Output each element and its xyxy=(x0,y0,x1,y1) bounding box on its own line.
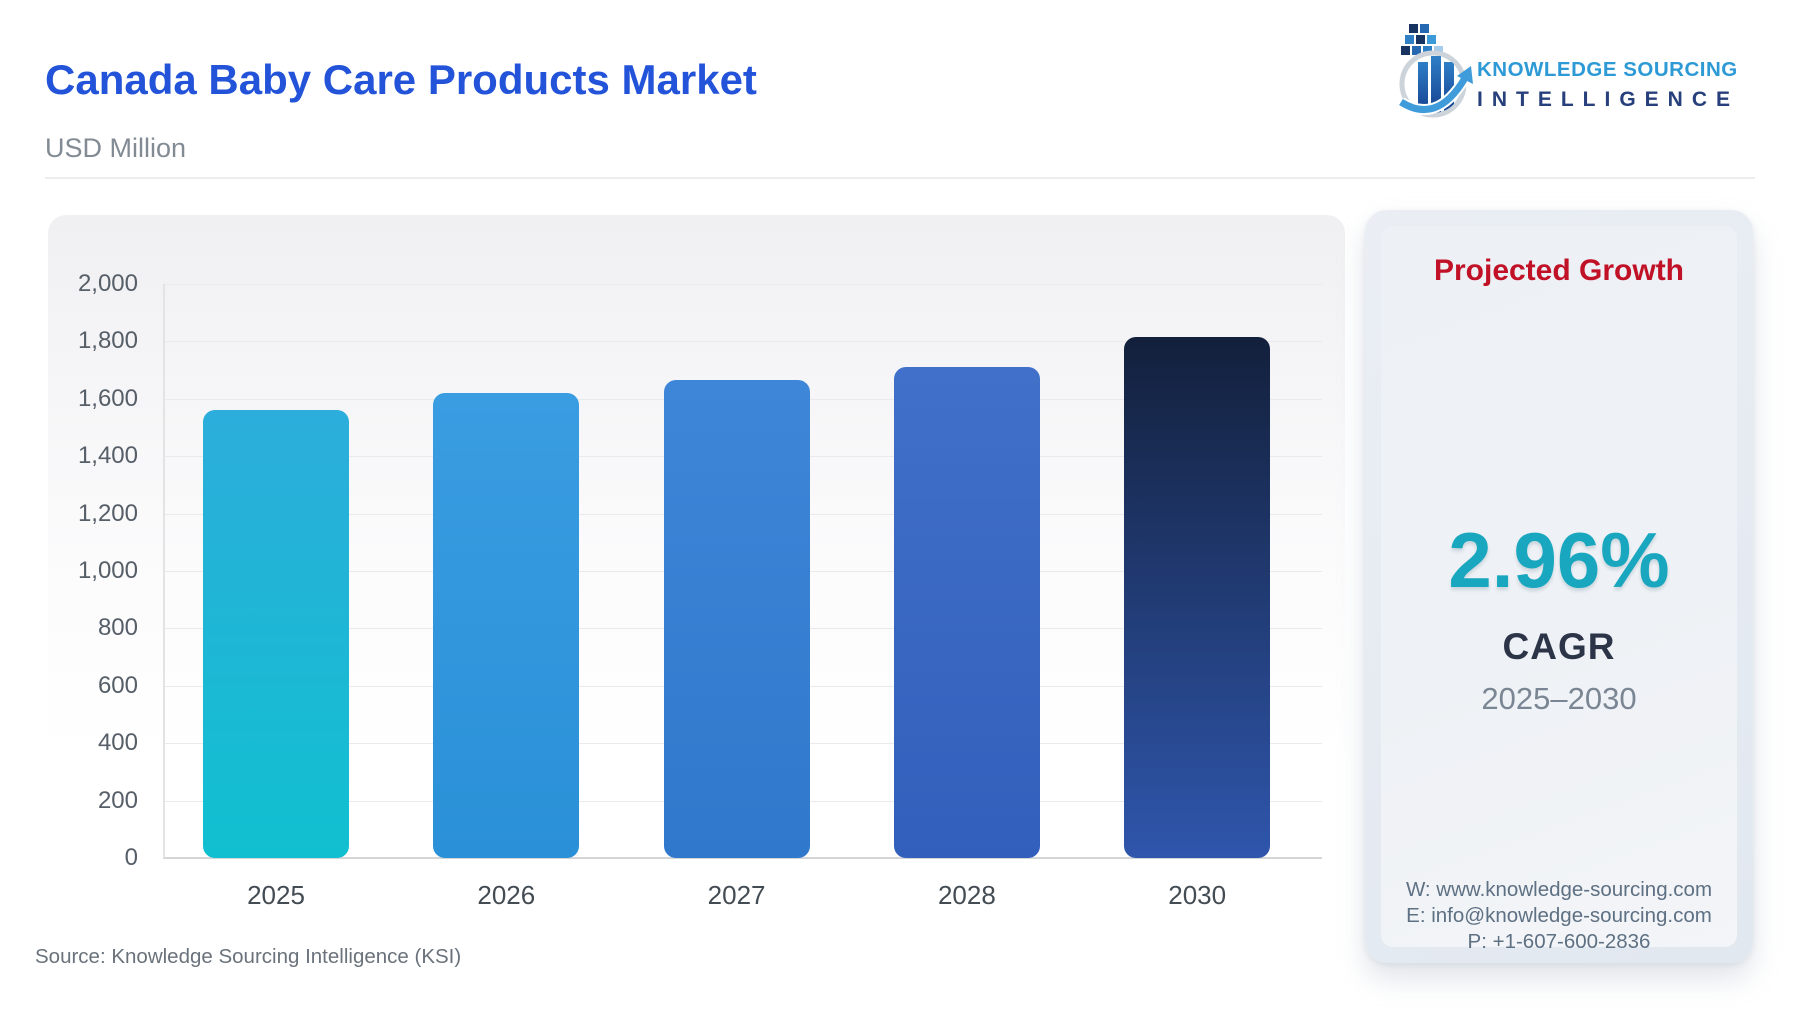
chart-unit-label: USD Million xyxy=(45,133,187,163)
growth-card-heading: Projected Growth xyxy=(1433,254,1685,287)
bar-2026 xyxy=(433,393,580,858)
x-axis-line xyxy=(163,857,1322,859)
projected-growth-card: Projected Growth 2.96% CAGR 2025–2030 W:… xyxy=(1365,210,1753,963)
x-axis-tick-label: 2027 xyxy=(707,880,766,910)
logo-text-line2: INTELLIGENCE xyxy=(1477,88,1740,111)
y-axis-tick-label: 1,200 xyxy=(77,499,138,527)
company-logo-icon xyxy=(1398,24,1473,118)
source-note: Source: Knowledge Sourcing Intelligence … xyxy=(35,945,462,968)
cagr-value: 2.96% xyxy=(1448,516,1670,604)
contact-phone: P: +1-607-600-2836 xyxy=(1467,930,1651,953)
y-axis-tick-label: 1,600 xyxy=(77,384,138,412)
y-axis-tick-label: 0 xyxy=(124,844,138,871)
y-axis-tick-label: 800 xyxy=(97,614,138,642)
company-logo: KNOWLEDGE SOURCING INTELLIGENCE xyxy=(1385,22,1755,132)
y-axis-tick-label: 200 xyxy=(97,786,138,814)
cagr-period: 2025–2030 xyxy=(1481,681,1637,716)
y-axis-tick-label: 1,800 xyxy=(77,327,138,355)
projected-growth-card-inner: Projected Growth 2.96% CAGR 2025–2030 W:… xyxy=(1381,226,1737,953)
x-axis-tick-label: 2026 xyxy=(477,880,536,910)
x-axis-tick-label: 2025 xyxy=(247,880,305,910)
y-axis-line xyxy=(163,284,165,858)
gridline xyxy=(163,284,1322,285)
bar-2030 xyxy=(1124,337,1271,858)
contact-info: W: www.knowledge-sourcing.com E: info@kn… xyxy=(1381,877,1737,955)
cagr-label: CAGR xyxy=(1502,626,1616,667)
logo-text-line1: KNOWLEDGE SOURCING xyxy=(1477,58,1738,81)
bar-2025 xyxy=(203,410,349,858)
gridline xyxy=(163,341,1322,343)
y-axis-tick-label: 2,000 xyxy=(77,270,138,297)
x-axis-tick-label: 2030 xyxy=(1168,880,1227,910)
page-title: Canada Baby Care Products Market xyxy=(45,56,757,103)
x-axis-tick-label: 2028 xyxy=(937,880,996,910)
y-axis-tick-label: 1,000 xyxy=(77,557,138,584)
bar-2027 xyxy=(663,380,810,858)
y-axis-tick-label: 600 xyxy=(97,671,138,699)
y-axis-tick-label: 1,400 xyxy=(77,442,138,470)
header-divider xyxy=(45,177,1755,179)
contact-website: W: www.knowledge-sourcing.com xyxy=(1405,878,1713,901)
contact-email: E: info@knowledge-sourcing.com xyxy=(1406,904,1712,927)
bar-2028 xyxy=(893,366,1040,858)
y-axis-tick-label: 400 xyxy=(97,729,138,757)
